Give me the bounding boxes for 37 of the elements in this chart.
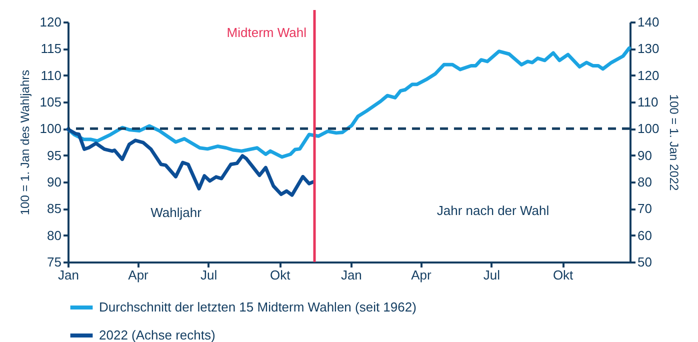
y2-tick-label: 110 (638, 94, 658, 110)
y2-tick-label: 100 (638, 121, 660, 136)
y2-tick-label: 90 (638, 148, 652, 163)
x-tick-label: Okt (270, 268, 291, 282)
line-series (66, 46, 631, 159)
x-tick-label: Jul (483, 268, 500, 282)
x-tick-label: Okt (552, 268, 574, 282)
y-tick-label: 105 (40, 94, 62, 110)
y2-tick-label: 50 (638, 254, 652, 270)
y-tick-label: 115 (40, 41, 62, 56)
x-tick-label: Jul (200, 268, 218, 282)
line-series (66, 127, 315, 197)
y2-tick-label: 130 (638, 41, 660, 56)
ref-line-label: Midterm Wahl (226, 25, 307, 40)
legend-label: 2022 (Achse rechts) (99, 328, 216, 342)
y2-tick-label: 80 (638, 174, 652, 190)
legend-label: Durchschnitt der letzten 15 Midterm Wahlen (seit 1962) (99, 300, 416, 314)
y-tick-label: 95 (47, 148, 62, 163)
y-tick-label: 100 (40, 121, 62, 136)
y-tick-label: 80 (47, 228, 62, 243)
y-tick-label: 110 (40, 68, 62, 83)
y-tick-label: 85 (47, 201, 62, 216)
y-tick-label: 75 (47, 254, 62, 270)
y2-tick-label: 120 (638, 68, 660, 83)
y-tick-label: 90 (47, 174, 62, 190)
y2-tick-label: 140 (638, 14, 660, 30)
x-tick-label: Jan (58, 268, 79, 282)
x-tick-label: Apr (411, 268, 432, 282)
y2-tick-label: 60 (638, 228, 652, 243)
y2-tick-label: 70 (638, 201, 652, 216)
x-tick-label: Apr (128, 268, 150, 282)
x-tick-label: Jan (340, 268, 362, 282)
y-tick-label: 120 (40, 14, 62, 30)
y2-axis-title: 100 = 1. Jan 2022 (667, 94, 682, 192)
annotation: Wahljahr (150, 205, 202, 220)
y-axis-title: 100 = 1. Jan des Wahljahrs (18, 70, 32, 216)
annotation: Jahr nach der Wahl (436, 203, 550, 218)
